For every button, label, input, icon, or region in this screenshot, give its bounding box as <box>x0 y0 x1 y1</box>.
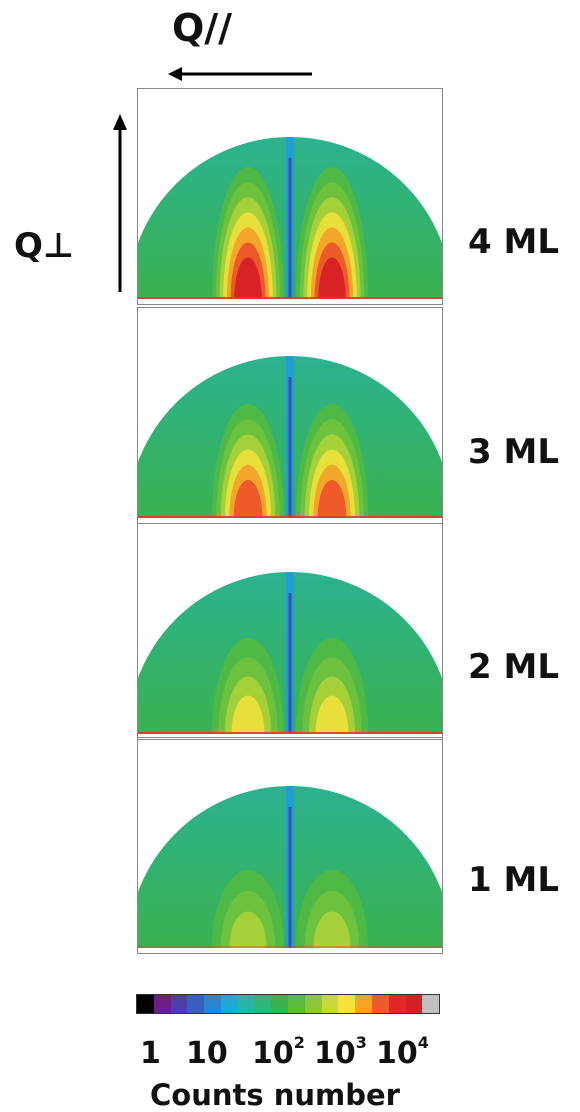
colorbar-swatch-3 <box>187 995 205 1013</box>
colorbar-swatch-10 <box>304 995 322 1013</box>
colorbar-swatch-0 <box>137 995 154 1013</box>
panel-label-3ml: 3 ML <box>468 432 559 472</box>
q-parallel-label: Q// <box>172 6 233 50</box>
tick-label-1e4: 104 <box>376 1033 429 1071</box>
gisaxs-panel-1ml <box>137 737 443 954</box>
colorbar <box>136 994 440 1014</box>
colorbar-swatch-11 <box>321 995 339 1013</box>
tick-label-1e2: 102 <box>252 1033 305 1071</box>
colorbar-swatch-12 <box>338 995 356 1013</box>
colorbar-swatch-16 <box>405 995 423 1013</box>
colorbar-swatch-6 <box>237 995 255 1013</box>
panel-image <box>137 737 443 954</box>
tick-label-10: 10 <box>186 1036 228 1071</box>
panel-label-4ml: 4 ML <box>468 222 559 262</box>
q-perpendicular-arrow <box>113 114 127 292</box>
panel-image <box>137 88 443 305</box>
colorbar-swatch-9 <box>288 995 305 1013</box>
colorbar-swatch-8 <box>271 995 289 1013</box>
colorbar-swatch-17 <box>422 995 440 1013</box>
panel-image <box>137 307 443 524</box>
colorbar-swatch-5 <box>220 995 238 1013</box>
colorbar-swatch-15 <box>388 995 406 1013</box>
colorbar-swatch-4 <box>204 995 221 1013</box>
colorbar-swatch-1 <box>153 995 171 1013</box>
q-parallel-arrow <box>168 67 312 81</box>
gisaxs-panel-2ml <box>137 523 443 740</box>
colorbar-swatch-2 <box>170 995 188 1013</box>
q-perpendicular-label: Q⊥ <box>14 226 74 266</box>
panel-label-1ml: 1 ML <box>468 860 559 900</box>
gisaxs-panel-3ml <box>137 307 443 524</box>
panel-image <box>137 523 443 740</box>
panel-label-2ml: 2 ML <box>468 647 559 687</box>
axis-arrows <box>113 67 312 292</box>
colorbar-swatch-14 <box>371 995 389 1013</box>
tick-label-1e3: 103 <box>314 1033 367 1071</box>
colorbar-title: Counts number <box>150 1078 400 1112</box>
gisaxs-panel-4ml <box>137 88 443 305</box>
colorbar-swatch-7 <box>254 995 272 1013</box>
tick-label-1: 1 <box>140 1036 161 1071</box>
colorbar-ticks: 1 10 102 103 104 <box>0 1033 580 1096</box>
colorbar-swatch-13 <box>355 995 372 1013</box>
